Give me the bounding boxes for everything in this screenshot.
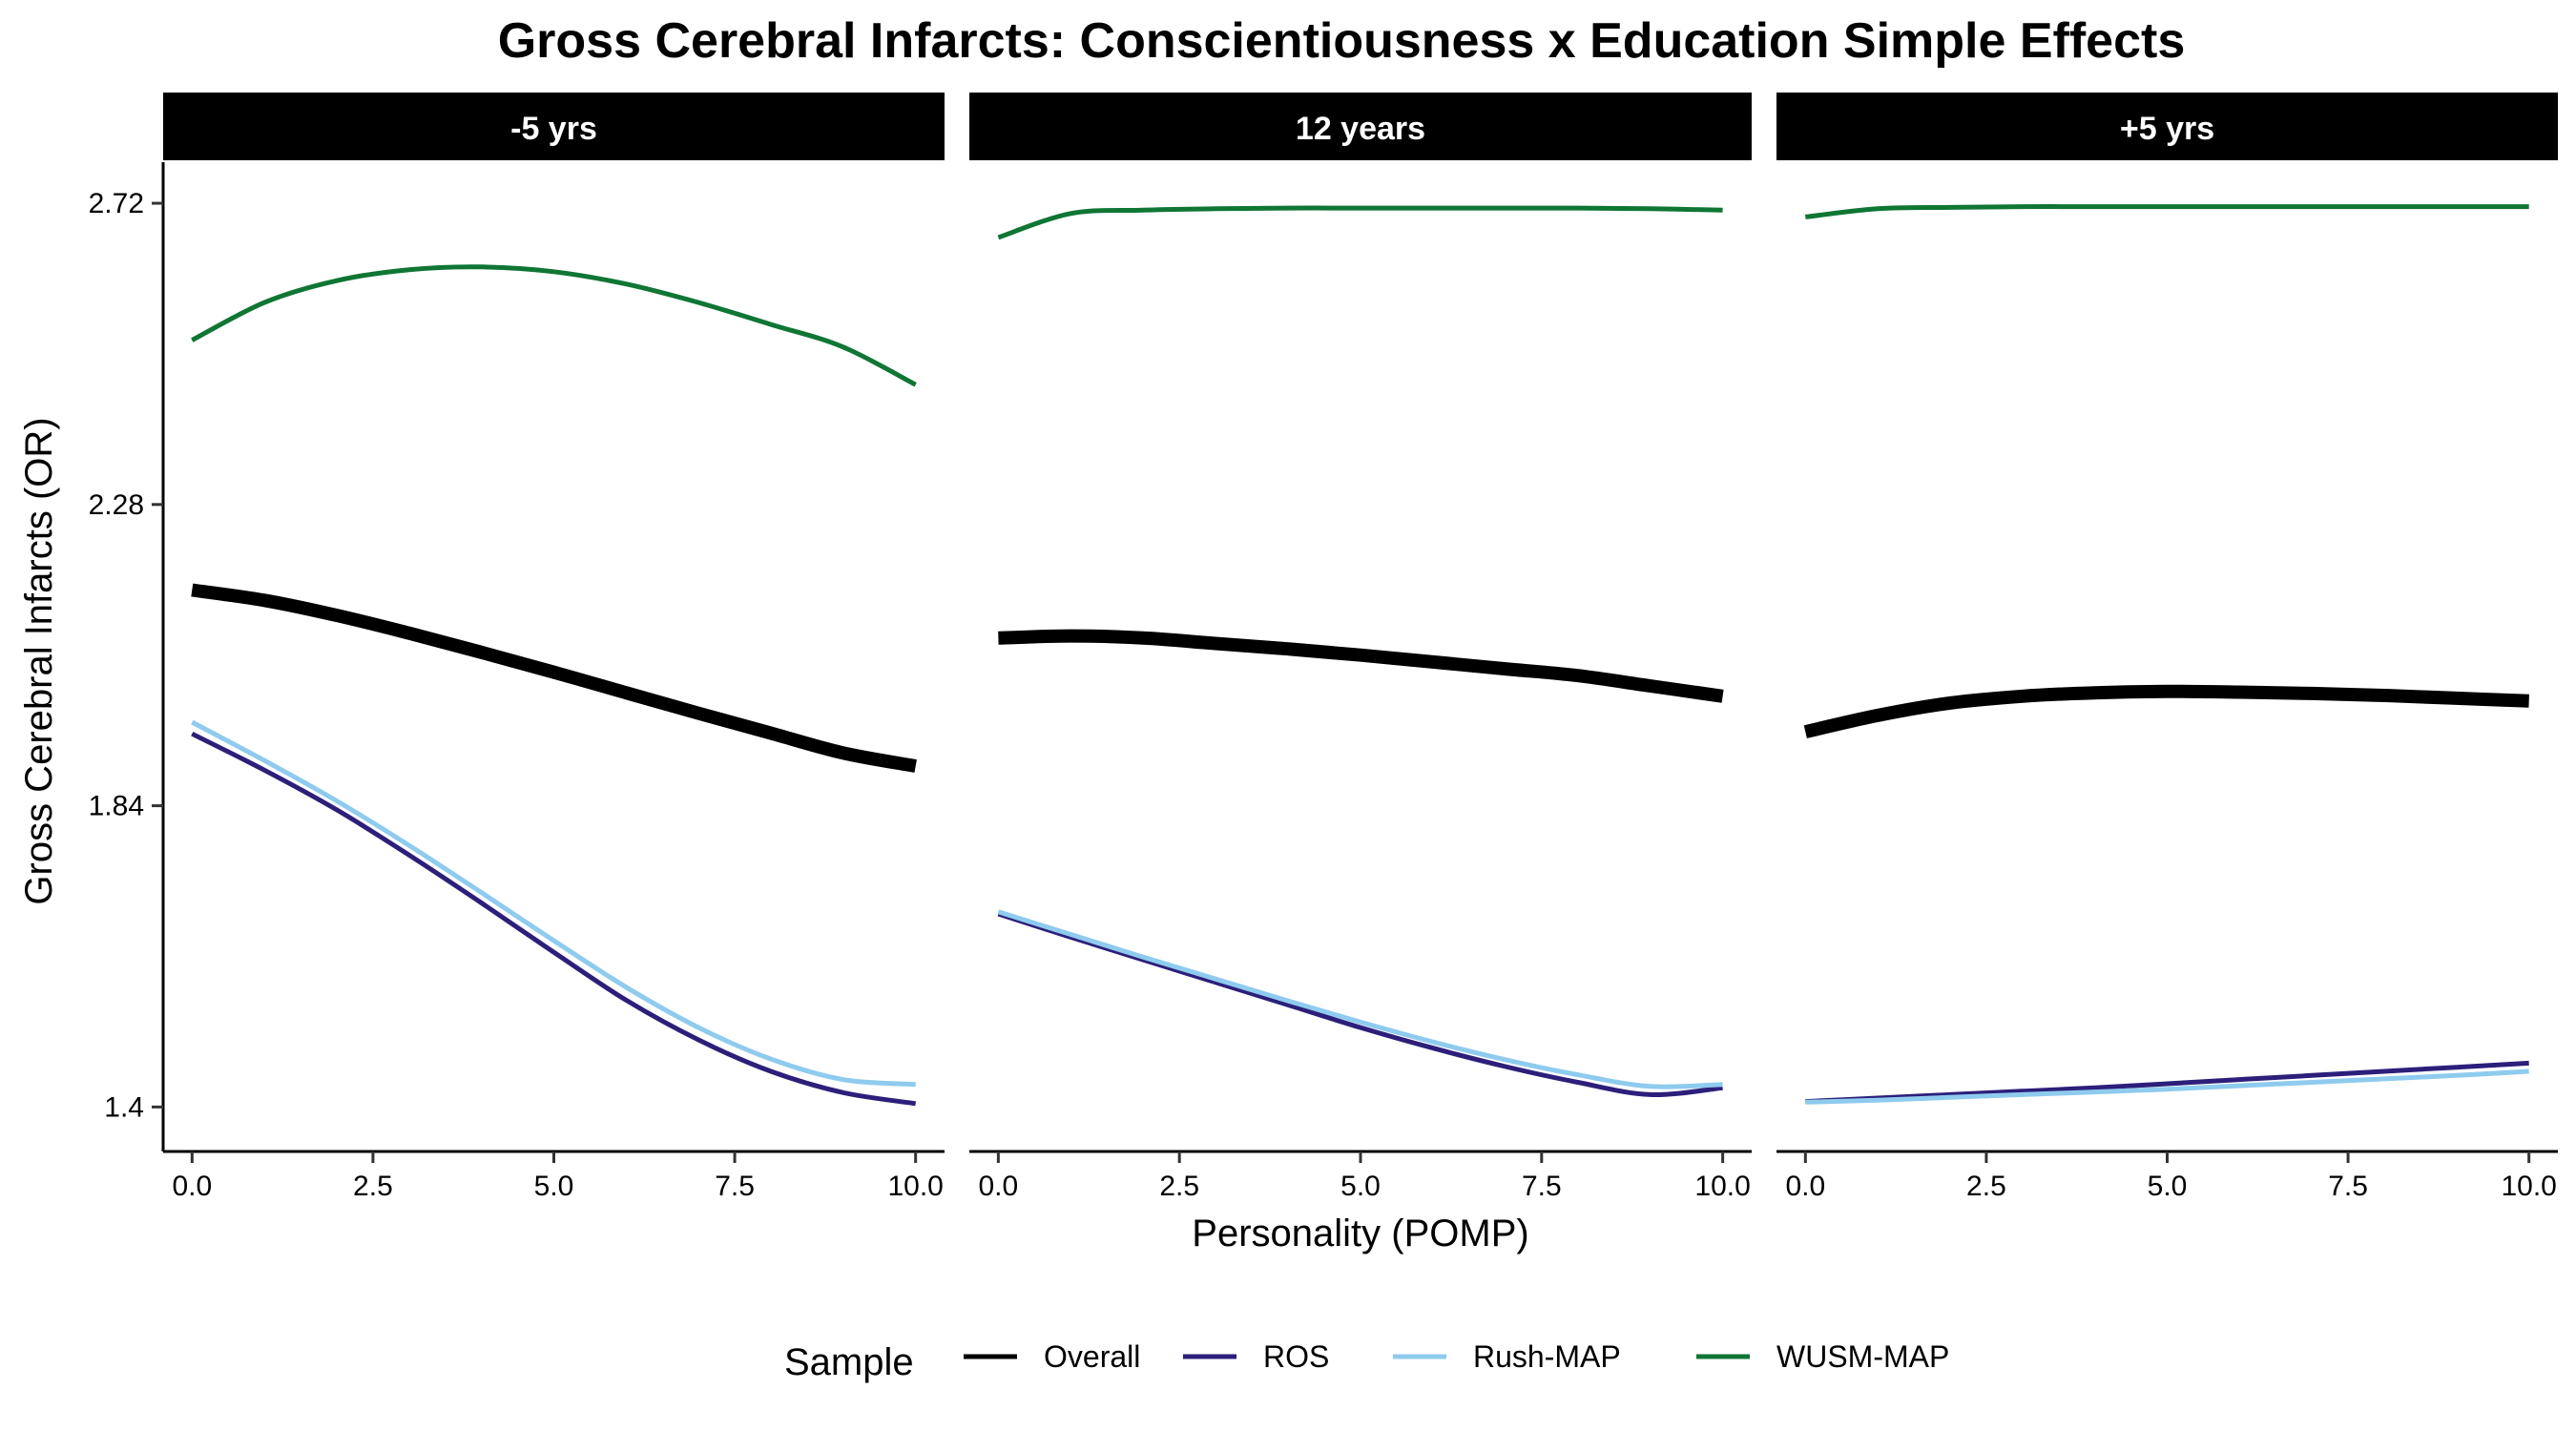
facet-panel-12-years: 12 years 0.0 2.5 5.0 7.5 10.0 bbox=[969, 93, 1752, 1202]
y-tick-label: 1.84 bbox=[89, 791, 144, 822]
facet-panel-5-yrs: +5 yrs 0.0 2.5 5.0 7.5 10.0 bbox=[1776, 93, 2558, 1202]
facet-strip bbox=[1776, 93, 2558, 160]
x-tick-label: 5.0 bbox=[1340, 1171, 1381, 1202]
chart-title: Gross Cerebral Infarcts: Conscientiousne… bbox=[498, 13, 2186, 69]
facet-panel-5-yrs: -5 yrs 0.0 2.5 5.0 7.5 10.0 1.4 1.84 2.28 2.72 bbox=[89, 93, 945, 1202]
x-tick-label: 2.5 bbox=[1966, 1171, 2006, 1202]
x-tick-label: 10.0 bbox=[887, 1171, 943, 1202]
x-tick-label: 2.5 bbox=[1159, 1171, 1199, 1202]
y-tick-label: 2.72 bbox=[89, 188, 144, 219]
legend-label-wusm-map: WUSM-MAP bbox=[1776, 1339, 1949, 1374]
series-line-rush-map bbox=[997, 909, 1723, 1089]
x-tick-label: 10.0 bbox=[1694, 1171, 1750, 1202]
x-tick-label: 0.0 bbox=[979, 1171, 1019, 1202]
x-tick-label: 5.0 bbox=[2148, 1171, 2188, 1202]
series-line-overall bbox=[1803, 684, 2529, 738]
facet-strip bbox=[163, 93, 945, 160]
series-line-wusm-map bbox=[997, 205, 1723, 240]
x-tick-label: 5.0 bbox=[534, 1171, 574, 1202]
series-line-wusm-map bbox=[1805, 204, 2529, 219]
series-line-rush-map bbox=[1805, 1068, 2529, 1105]
y-axis-title: Gross Cerebral Infarcts (OR) bbox=[18, 417, 60, 904]
facet-strip bbox=[969, 93, 1752, 160]
legend-label-ros: ROS bbox=[1263, 1339, 1329, 1374]
x-tick-label: 7.5 bbox=[715, 1171, 755, 1202]
legend-label-rush-map: Rush-MAP bbox=[1473, 1339, 1621, 1374]
facet-strip-label: 12 years bbox=[1296, 111, 1425, 147]
series-line-rush-map bbox=[191, 719, 916, 1088]
y-tick-label: 2.28 bbox=[89, 489, 144, 521]
legend: Sample Overall ROS Rush-MAP WUSM-MAP bbox=[784, 1339, 1949, 1383]
x-tick-label: 0.0 bbox=[172, 1171, 212, 1202]
legend-item-wusm-map: WUSM-MAP bbox=[1696, 1339, 1949, 1374]
facet-panels: -5 yrs 0.0 2.5 5.0 7.5 10.0 1.4 1.84 2.28 2.72 12 … bbox=[89, 93, 2558, 1202]
series-line-ros bbox=[191, 731, 917, 1107]
x-tick-label: 10.0 bbox=[2501, 1171, 2556, 1202]
legend-label-overall: Overall bbox=[1044, 1339, 1140, 1374]
x-tick-label: 2.5 bbox=[353, 1171, 393, 1202]
series-line-wusm-map bbox=[191, 264, 917, 387]
x-tick-label: 7.5 bbox=[2328, 1171, 2368, 1202]
series-line-overall bbox=[191, 583, 917, 773]
x-tick-label: 7.5 bbox=[1522, 1171, 1562, 1202]
series-line-ros bbox=[1805, 1060, 2529, 1105]
legend-title: Sample bbox=[784, 1341, 914, 1383]
x-tick-label: 0.0 bbox=[1785, 1171, 1825, 1202]
series-line-overall bbox=[998, 629, 1724, 703]
legend-item-rush-map: Rush-MAP bbox=[1393, 1339, 1621, 1374]
legend-item-overall: Overall bbox=[964, 1339, 1140, 1374]
y-tick-label: 1.4 bbox=[104, 1091, 144, 1123]
series-line-ros bbox=[997, 911, 1723, 1097]
facet-strip-label: +5 yrs bbox=[2120, 111, 2214, 147]
facet-strip-label: -5 yrs bbox=[510, 111, 597, 147]
legend-item-ros: ROS bbox=[1183, 1339, 1329, 1374]
x-axis-title: Personality (POMP) bbox=[1192, 1213, 1528, 1255]
